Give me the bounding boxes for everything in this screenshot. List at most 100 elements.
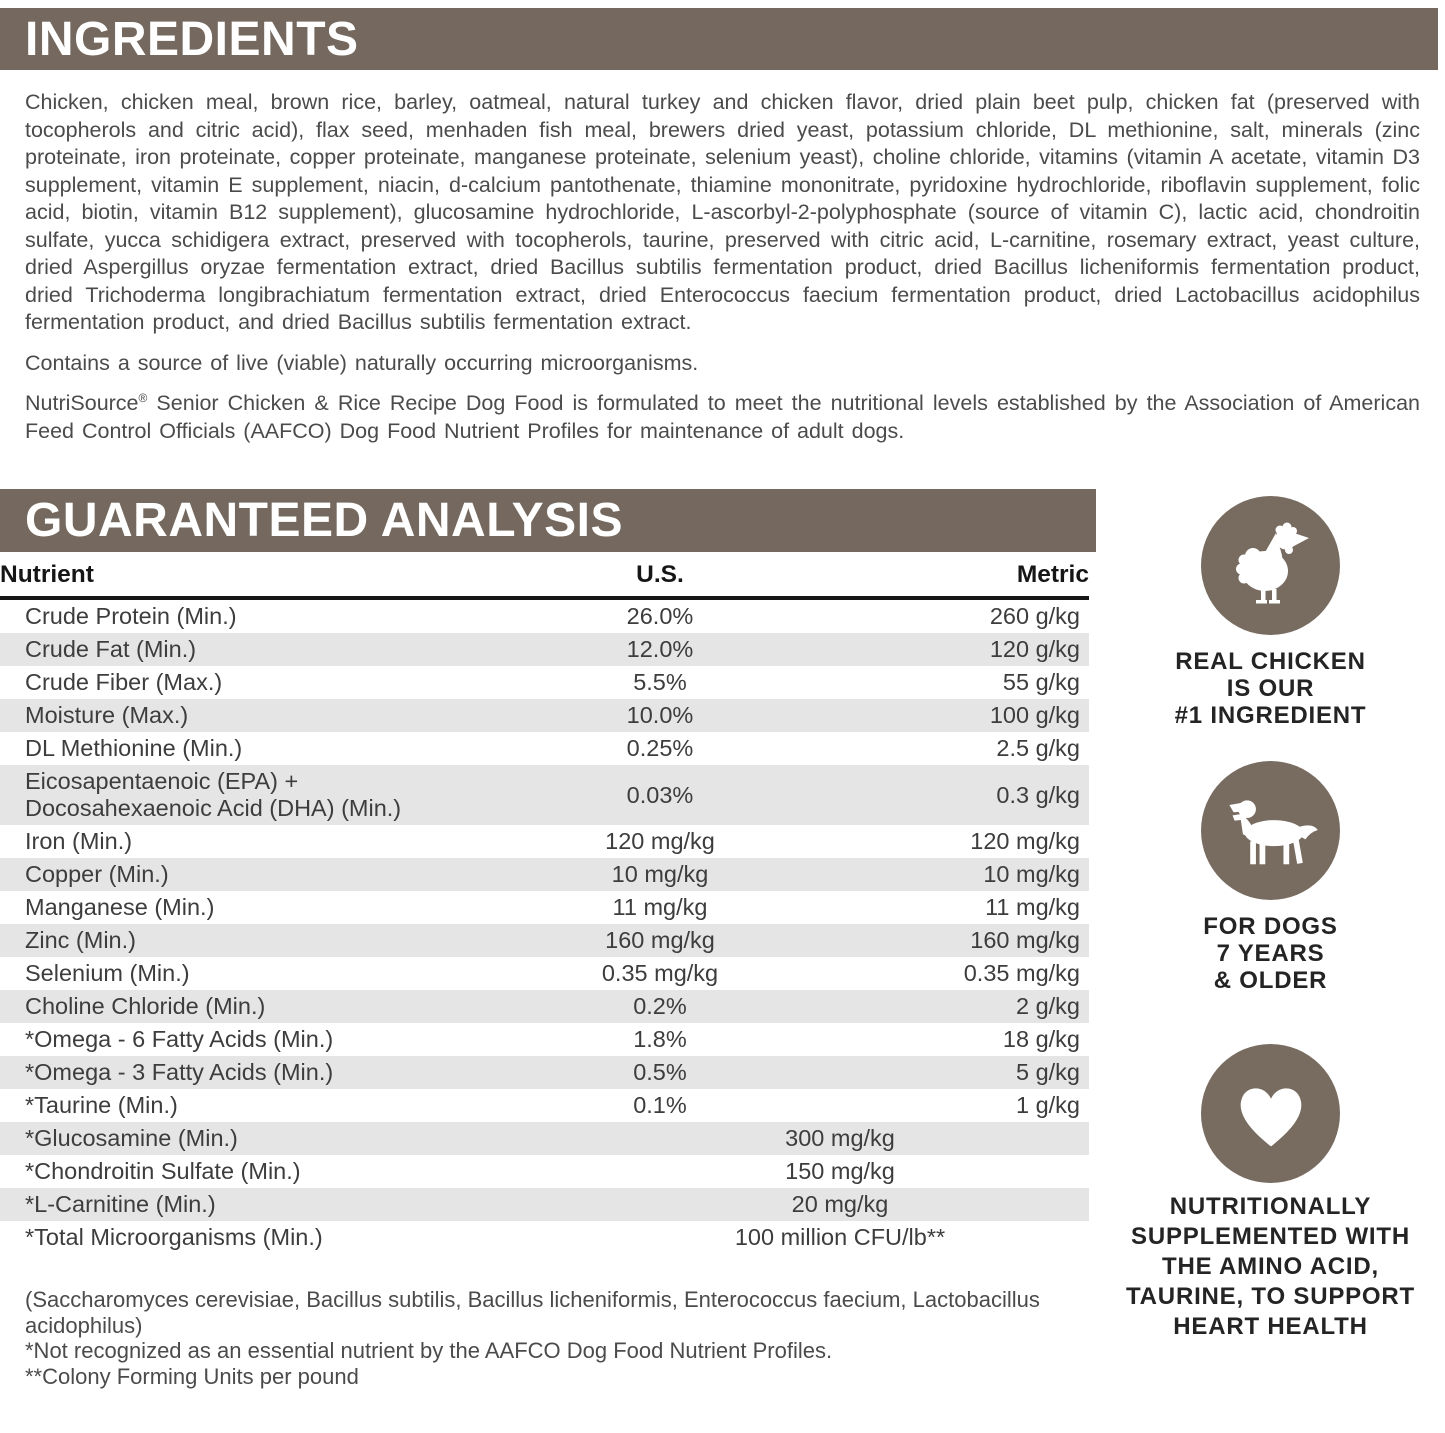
table-row: *Omega - 6 Fatty Acids (Min.) 1.8% 18 g/kg [0,1023,1089,1056]
nutrient-cell: Iron (Min.) [25,828,133,854]
us-value-cell: 0.25% [626,735,694,761]
table-row: Zinc (Min.) 160 mg/kg 160 mg/kg [0,924,1089,957]
footnote-cfu: **Colony Forming Units per pound [25,1363,359,1389]
nutrient-cell: *Total Microorganisms (Min.) [25,1224,323,1250]
table-row: Selenium (Min.) 0.35 mg/kg 0.35 mg/kg [0,957,1089,990]
table-row: *Total Microorganisms (Min.) 100 million … [0,1221,1089,1254]
ingredients-title: INGREDIENTS [25,12,359,66]
badge-column: REAL CHICKEN IS OUR #1 INGREDIENT [1096,489,1445,1389]
nutrient-cell: Crude Fiber (Max.) [25,669,223,695]
table-row: *Glucosamine (Min.) 300 mg/kg [0,1122,1089,1155]
nutrient-cell: *Chondroitin Sulfate (Min.) [25,1158,301,1184]
heart-icon [1201,1044,1340,1183]
metric-value-cell: 260 g/kg [989,603,1080,629]
metric-value-cell: 55 g/kg [1002,669,1080,695]
nutrient-cell: DL Methionine (Min.) [25,735,243,761]
metric-value-cell: 0.35 mg/kg [963,960,1080,986]
nutrient-cell: Eicosapentaenoic (EPA) + Docosahexaenoic… [25,768,402,821]
us-value-cell: 11 mg/kg [612,894,708,920]
us-value-cell: 26.0% [626,603,694,629]
nutrient-cell: Copper (Min.) [25,861,169,887]
span-value-cell: 20 mg/kg [791,1191,889,1217]
metric-value-cell: 120 mg/kg [970,828,1080,854]
aafco-statement: NutriSource® Senior Chicken & Rice Recip… [25,390,1420,445]
metric-value-cell: 0.3 g/kg [996,781,1080,808]
main-area: GUARANTEED ANALYSIS Nutrient U.S. Metric… [0,489,1445,1389]
us-value-cell: 120 mg/kg [605,828,715,854]
nutrient-cell: Zinc (Min.) [25,927,136,953]
span-value-cell: 100 million CFU/lb** [734,1224,946,1250]
footnote-organisms: (Saccharomyces cerevisiae, Bacillus subt… [25,1287,1040,1338]
table-row: *Taurine (Min.) 0.1% 1 g/kg [0,1089,1089,1122]
microorganisms-note: Contains a source of live (viable) natur… [25,350,699,375]
table-row: *Omega - 3 Fatty Acids (Min.) 0.5% 5 g/kg [0,1056,1089,1089]
badge-heart-health: NUTRITIONALLY SUPPLEMENTED WITH THE AMIN… [1126,1044,1415,1342]
metric-value-cell: 160 mg/kg [970,927,1080,953]
nutrient-cell: *Omega - 6 Fatty Acids (Min.) [25,1026,334,1052]
guaranteed-analysis-section: GUARANTEED ANALYSIS Nutrient U.S. Metric… [0,489,1096,1389]
badge-caption: REAL CHICKEN IS OUR #1 INGREDIENT [1174,648,1367,729]
us-value-cell: 0.1% [633,1092,687,1118]
table-header-row: Nutrient U.S. Metric [0,552,1089,600]
registered-mark: ® [138,390,148,405]
table-row: *L-Carnitine (Min.) 20 mg/kg [0,1188,1089,1221]
badge-for-dogs: FOR DOGS 7 YEARS & OLDER [1201,761,1340,994]
table-row: Manganese (Min.) 11 mg/kg 11 mg/kg [0,891,1089,924]
nutrient-cell: Choline Chloride (Min.) [25,993,266,1019]
table-row: Iron (Min.) 120 mg/kg 120 mg/kg [0,825,1089,858]
badge-real-chicken: REAL CHICKEN IS OUR #1 INGREDIENT [1175,496,1367,729]
metric-value-cell: 1 g/kg [1015,1092,1080,1118]
nutrient-cell: Selenium (Min.) [25,960,190,986]
table-row: Moisture (Max.) 10.0% 100 g/kg [0,699,1089,732]
metric-value-cell: 2.5 g/kg [996,735,1080,761]
us-value-cell: 1.8% [633,1026,687,1052]
ingredients-body: Chicken, chicken meal, brown rice, barle… [25,90,1420,334]
nutrient-cell: *Omega - 3 Fatty Acids (Min.) [25,1059,334,1085]
us-value-cell: 5.5% [633,669,687,695]
nutrient-cell: *L-Carnitine (Min.) [25,1191,216,1217]
table-row: Choline Chloride (Min.) 0.2% 2 g/kg [0,990,1089,1023]
footnotes: (Saccharomyces cerevisiae, Bacillus subt… [25,1287,1071,1389]
metric-value-cell: 120 g/kg [989,636,1080,662]
nutrient-cell: Moisture (Max.) [25,702,189,728]
nutrient-cell: Crude Fat (Min.) [25,636,197,662]
metric-value-cell: 18 g/kg [1002,1026,1080,1052]
us-value-cell: 10.0% [626,702,694,728]
ingredients-header-bar: INGREDIENTS [0,8,1438,70]
table-row: *Chondroitin Sulfate (Min.) 150 mg/kg [0,1155,1089,1188]
table-row: DL Methionine (Min.) 0.25% 2.5 g/kg [0,732,1089,765]
table-row: Eicosapentaenoic (EPA) + Docosahexaenoic… [0,765,1089,825]
metric-value-cell: 2 g/kg [1015,993,1080,1019]
nutrient-cell: *Glucosamine (Min.) [25,1125,238,1151]
table-row: Crude Fiber (Max.) 5.5% 55 g/kg [0,666,1089,699]
us-value-cell: 0.03% [626,781,694,808]
metric-value-cell: 100 g/kg [989,702,1080,728]
footnote-not-recognized: *Not recognized as an essential nutrient… [25,1338,833,1363]
metric-value-cell: 5 g/kg [1015,1059,1080,1085]
us-value-cell: 160 mg/kg [605,927,715,953]
metric-value-cell: 11 mg/kg [985,894,1080,920]
column-header-nutrient: Nutrient [0,552,480,600]
column-header-metric: Metric [840,552,1089,600]
aafco-statement-text: Senior Chicken & Rice Recipe Dog Food is… [25,391,1420,443]
analysis-table-body: Crude Protein (Min.) 26.0% 260 g/kg Crude F… [0,598,1089,1254]
badge-caption: NUTRITIONALLY SUPPLEMENTED WITH THE AMIN… [1126,1193,1415,1340]
guaranteed-analysis-header-bar: GUARANTEED ANALYSIS [0,489,1096,552]
table-row: Crude Fat (Min.) 12.0% 120 g/kg [0,633,1089,666]
span-value-cell: 150 mg/kg [785,1158,895,1184]
table-row: Copper (Min.) 10 mg/kg 10 mg/kg [0,858,1089,891]
span-value-cell: 300 mg/kg [785,1125,895,1151]
badge-caption: FOR DOGS 7 YEARS & OLDER [1203,913,1338,994]
metric-value-cell: 10 mg/kg [983,861,1080,887]
nutrient-cell: Crude Protein (Min.) [25,603,237,629]
column-header-us: U.S. [480,552,840,600]
us-value-cell: 0.35 mg/kg [601,960,719,986]
chicken-icon [1201,496,1340,635]
nutrient-cell: *Taurine (Min.) [25,1092,178,1118]
us-value-cell: 10 mg/kg [611,861,709,887]
us-value-cell: 0.2% [633,993,687,1019]
table-row: Crude Protein (Min.) 26.0% 260 g/kg [0,598,1089,633]
guaranteed-analysis-title: GUARANTEED ANALYSIS [25,494,624,547]
brand-name: NutriSource [25,391,139,415]
